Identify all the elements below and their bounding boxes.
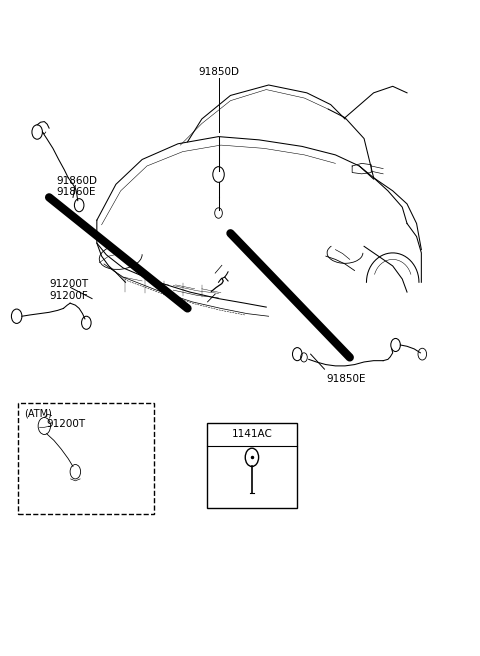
Text: 91200T: 91200T — [49, 279, 88, 289]
Text: 91860E: 91860E — [56, 188, 96, 197]
Text: 91860D: 91860D — [56, 176, 97, 186]
Text: 1141AC: 1141AC — [231, 430, 272, 440]
Text: (ATM): (ATM) — [24, 408, 52, 419]
Text: 91850D: 91850D — [198, 66, 239, 77]
Text: 91850E: 91850E — [326, 374, 365, 384]
Bar — [206, 422, 297, 508]
Text: 91200F: 91200F — [49, 291, 88, 300]
Bar — [18, 403, 154, 514]
Text: 91200T: 91200T — [47, 419, 86, 430]
